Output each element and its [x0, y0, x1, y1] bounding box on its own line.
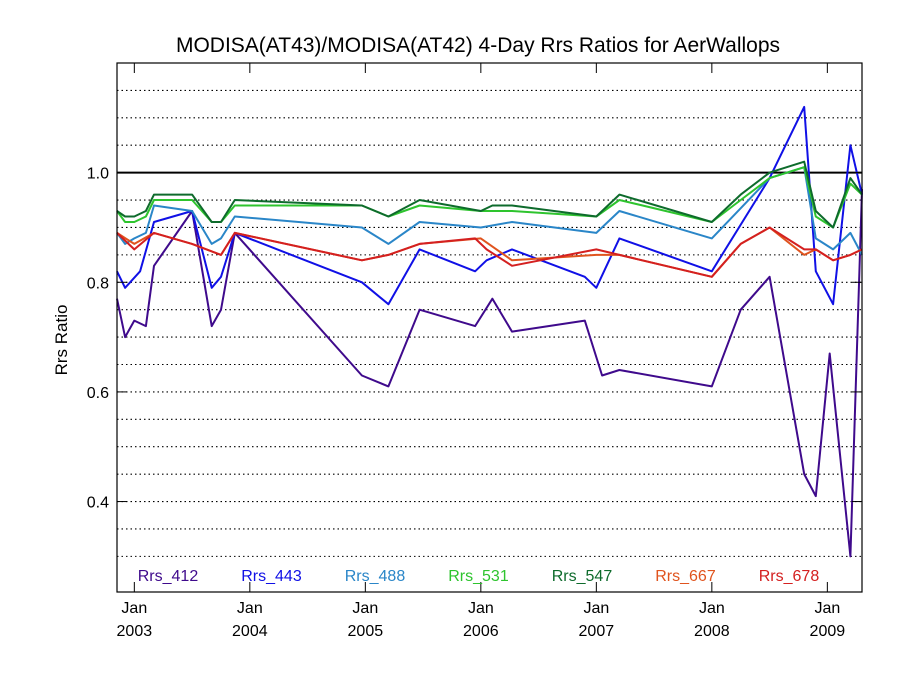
x-tick-label-year: 2006: [463, 623, 499, 640]
series-line-rrs-412: [116, 189, 863, 558]
legend-item-rrs-667: Rrs_667: [655, 568, 716, 585]
x-tick-label-month: Jan: [583, 600, 609, 617]
plot-frame: [116, 62, 863, 593]
legend-item-rrs-547: Rrs_547: [552, 568, 613, 585]
legend-item-rrs-531: Rrs_531: [448, 568, 509, 585]
x-tick-label-year: 2007: [579, 623, 615, 640]
x-tick-label-month: Jan: [352, 600, 378, 617]
legend: Rrs_412 Rrs_443 Rrs_488 Rrs_531 Rrs_547 Rrs_6…: [138, 568, 820, 585]
legend-item-rrs-488: Rrs_488: [345, 568, 406, 585]
legend-item-rrs-443: Rrs_443: [241, 568, 302, 585]
series-line-rrs-547: [116, 160, 863, 229]
legend-item-rrs-412: Rrs_412: [138, 568, 199, 585]
series-lines: [116, 105, 863, 558]
x-tick-label-year: 2008: [694, 623, 730, 640]
x-tick-label-year: 2005: [348, 623, 384, 640]
x-tick-label-month: Jan: [699, 600, 725, 617]
series-line-rrs-488: [116, 166, 863, 256]
x-tick-label-year: 2004: [232, 623, 268, 640]
y-tick-label: 0.6: [87, 385, 109, 402]
series-line-rrs-678: [116, 226, 863, 278]
x-tick-label-month: Jan: [468, 600, 494, 617]
legend-item-rrs-678: Rrs_678: [759, 568, 820, 585]
chart-title: MODISA(AT43)/MODISA(AT42) 4-Day Rrs Rati…: [176, 34, 780, 57]
gridlines: [117, 89, 862, 557]
y-tick-label: 0.4: [87, 495, 109, 512]
y-tick-label: 0.8: [87, 275, 109, 292]
x-tick-label-year: 2009: [810, 623, 846, 640]
x-tick-label-month: Jan: [121, 600, 147, 617]
series-line-rrs-443: [116, 105, 863, 306]
x-tick-label-month: Jan: [814, 600, 840, 617]
x-tick-label-month: Jan: [237, 600, 263, 617]
x-tick-label-year: 2003: [117, 623, 153, 640]
series-line-rrs-531: [116, 166, 863, 229]
y-tick-label: 1.0: [87, 166, 109, 183]
y-axis-label: Rrs Ratio: [52, 305, 71, 376]
axes: 0.4 0.6 0.8 1.0 Jan 2003 Jan 2004 Jan 2005 Jan 2006…: [87, 63, 862, 640]
